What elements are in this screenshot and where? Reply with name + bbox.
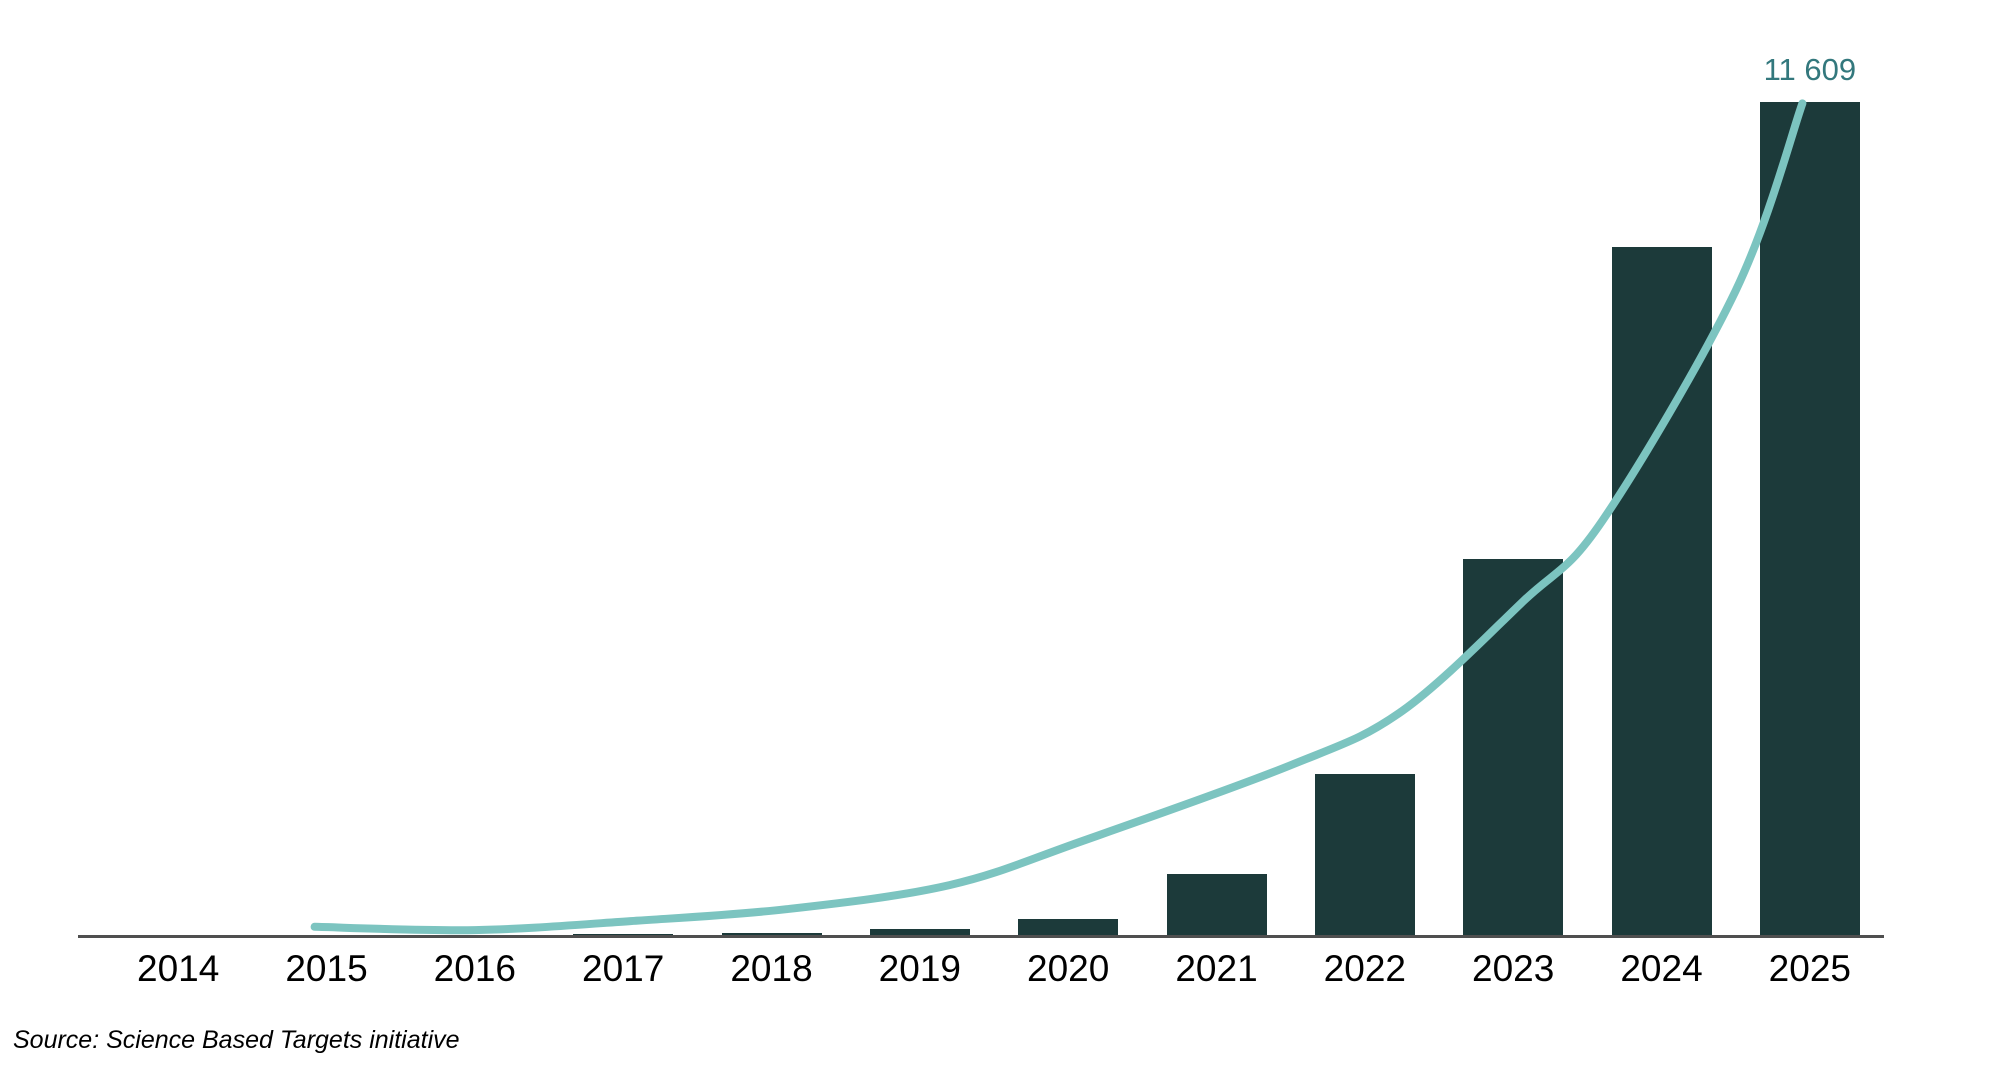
x-tick-label-2019: 2019 (878, 948, 961, 989)
bar-2024 (1611, 247, 1712, 938)
bar-2025 (1759, 102, 1860, 938)
trend-line-path (310, 99, 1807, 935)
x-tick-label-2024: 2024 (1620, 948, 1703, 989)
x-tick-label-2022: 2022 (1323, 948, 1406, 989)
x-tick-label-2021: 2021 (1175, 948, 1258, 989)
bar-value-label: 11 609 (1763, 52, 1857, 87)
bar-2021 (1166, 874, 1267, 938)
x-tick-label-2020: 2020 (1027, 948, 1110, 989)
x-tick-label-2017: 2017 (582, 948, 665, 989)
x-tick-label-2025: 2025 (1768, 948, 1851, 989)
x-tick-label-2018: 2018 (730, 948, 813, 989)
x-tick-label-2016: 2016 (433, 948, 516, 989)
x-tick-label-2015: 2015 (285, 948, 368, 989)
bar-2023 (1463, 559, 1564, 938)
x-axis-line (78, 935, 1884, 938)
x-tick-label-2014: 2014 (137, 948, 220, 989)
source-note: Source: Science Based Targets initiative (13, 1026, 460, 1054)
bar-2022 (1314, 774, 1415, 938)
x-tick-label-2023: 2023 (1472, 948, 1555, 989)
